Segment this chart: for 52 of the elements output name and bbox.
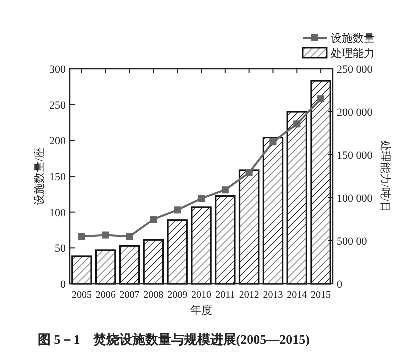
x-tick-label: 2012 [239,290,260,301]
y2-tick-label: 250 000 [337,64,374,76]
x-tick-label: 2008 [144,290,164,301]
point [318,96,325,103]
bar [262,137,284,285]
x-tick-label: 2013 [263,290,284,301]
point [102,232,110,239]
point [150,216,158,223]
point [198,195,205,202]
y2-axis-title: 处理能力/吨/日 [379,140,392,213]
x-tick-label: 2005 [72,290,92,301]
y-tick-label: 0 [60,279,66,291]
bar [215,195,236,285]
x-tick-label: 2006 [96,290,116,301]
y-tick-label: 150 [50,172,66,184]
x-tick-label: 2009 [168,290,188,301]
y-tick-label: 250 [50,100,66,112]
y2-tick-label: 100 000 [337,193,374,205]
x-tick-label: 2011 [216,290,236,301]
x-tick-label: 2007 [120,290,140,301]
point [78,233,86,240]
point [222,186,229,194]
bar [167,220,188,285]
bar [143,239,164,285]
bar [238,170,260,285]
point [270,138,277,146]
bar [310,80,332,285]
y-tick-label: 100 [50,207,66,220]
y2-tick-label: 0 [337,279,343,291]
y2-tick-label: 200 000 [337,107,374,119]
legend-label: 设施数量 [331,32,375,45]
bar [96,250,116,285]
x-tick-label: 2015 [311,290,332,301]
point [246,169,253,176]
y2-tick-label: 500 00 [337,236,368,248]
bar [72,256,92,285]
y-tick-label: 300 [50,64,66,76]
point [126,233,134,240]
point [294,120,301,128]
bar [191,206,212,285]
text: 图 5－1 焚烧设施数量与规模进展(2005—2015) [38,332,310,347]
x-axis-title: 年度 [190,304,212,317]
bar [286,111,308,285]
y-tick-label: 200 [50,136,66,148]
y-axis-title: 设施数量/座 [33,147,46,206]
legend-label: 处理能力 [331,47,375,60]
x-tick-label: 2014 [287,290,308,301]
y2-tick-label: 150 000 [337,150,374,162]
point [174,206,182,214]
bar [119,245,140,285]
y-tick-label: 50 [55,243,66,256]
x-tick-label: 2010 [192,290,212,301]
